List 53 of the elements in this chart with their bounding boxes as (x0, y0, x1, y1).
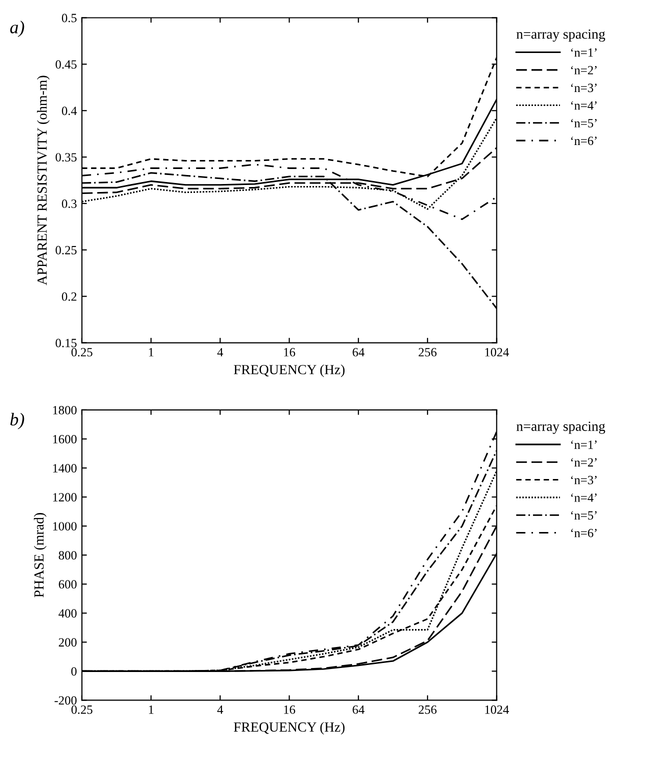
y-tick-label: 0.25 (56, 246, 77, 254)
x-tick-label: 4 (217, 348, 224, 356)
legend-label: ‘n=5’ (571, 511, 597, 520)
x-tick-label: 4 (217, 706, 224, 714)
y-tick-label: 0.4 (62, 106, 77, 116)
x-tick-label: 256 (418, 705, 437, 714)
y-tick-label: 0.15 (56, 338, 77, 348)
x-tick-label: 1024 (485, 705, 509, 714)
legend-label: ‘n=3’ (571, 476, 597, 484)
y-tick-label: 600 (58, 580, 77, 589)
y-tick-label: 1000 (53, 522, 77, 530)
y-tick-label: 200 (58, 638, 77, 647)
legend-label: ‘n=3’ (571, 84, 597, 92)
y-tick-label: 1400 (53, 464, 77, 472)
x-tick-label: 256 (418, 348, 437, 356)
y-tick-label: 400 (58, 609, 77, 618)
legend-label: ‘n=2’ (571, 66, 597, 74)
x-tick-label: 16 (284, 705, 296, 714)
y-tick-label: 0.35 (56, 153, 77, 162)
legend-label: ‘n=4’ (571, 101, 597, 110)
y-tick-label: 800 (58, 551, 77, 560)
y-tick-label: 0 (71, 667, 77, 676)
x-tick-label: 0.25 (71, 705, 92, 714)
x-axis-title: FREQUENCY (Hz) (234, 722, 345, 735)
y-tick-label: -200 (54, 696, 77, 705)
x-tick-label: 64 (352, 705, 364, 714)
y-axis-title: APPARENT RESISTIVITY (ohm-m) (37, 76, 50, 286)
x-tick-label: 1 (149, 705, 154, 714)
legend-label: ‘n=4’ (571, 493, 597, 502)
legend-label: ‘n=6’ (571, 136, 597, 146)
legend-label: ‘n=6’ (571, 528, 597, 538)
y-tick-label: 0.5 (62, 14, 77, 22)
x-axis-title: FREQUENCY (Hz) (234, 364, 345, 378)
y-tick-label: 0.2 (62, 292, 76, 301)
x-tick-label: 1 (149, 348, 154, 356)
y-tick-label: 1200 (53, 493, 77, 502)
y-tick-label: 1600 (53, 434, 77, 444)
y-tick-label: 0.3 (62, 200, 77, 208)
x-tick-label: 0.25 (71, 348, 92, 356)
legend-title: n=array spacing (516, 29, 606, 42)
y-tick-label: 1800 (53, 406, 77, 414)
legend-label: ‘n=1’ (571, 48, 597, 57)
legend-title: n=array spacing (516, 422, 606, 434)
legend-label: ‘n=1’ (571, 440, 597, 449)
y-tick-label: 0.45 (56, 60, 77, 69)
y-axis-title: PHASE (mrad) (34, 513, 46, 598)
text: a) (10, 20, 24, 38)
x-tick-label: 1024 (485, 348, 509, 356)
legend-label: ‘n=5’ (571, 118, 597, 128)
x-tick-label: 16 (284, 348, 296, 356)
x-tick-label: 64 (352, 348, 364, 356)
legend-label: ‘n=2’ (571, 458, 597, 466)
text: b) (10, 412, 24, 430)
